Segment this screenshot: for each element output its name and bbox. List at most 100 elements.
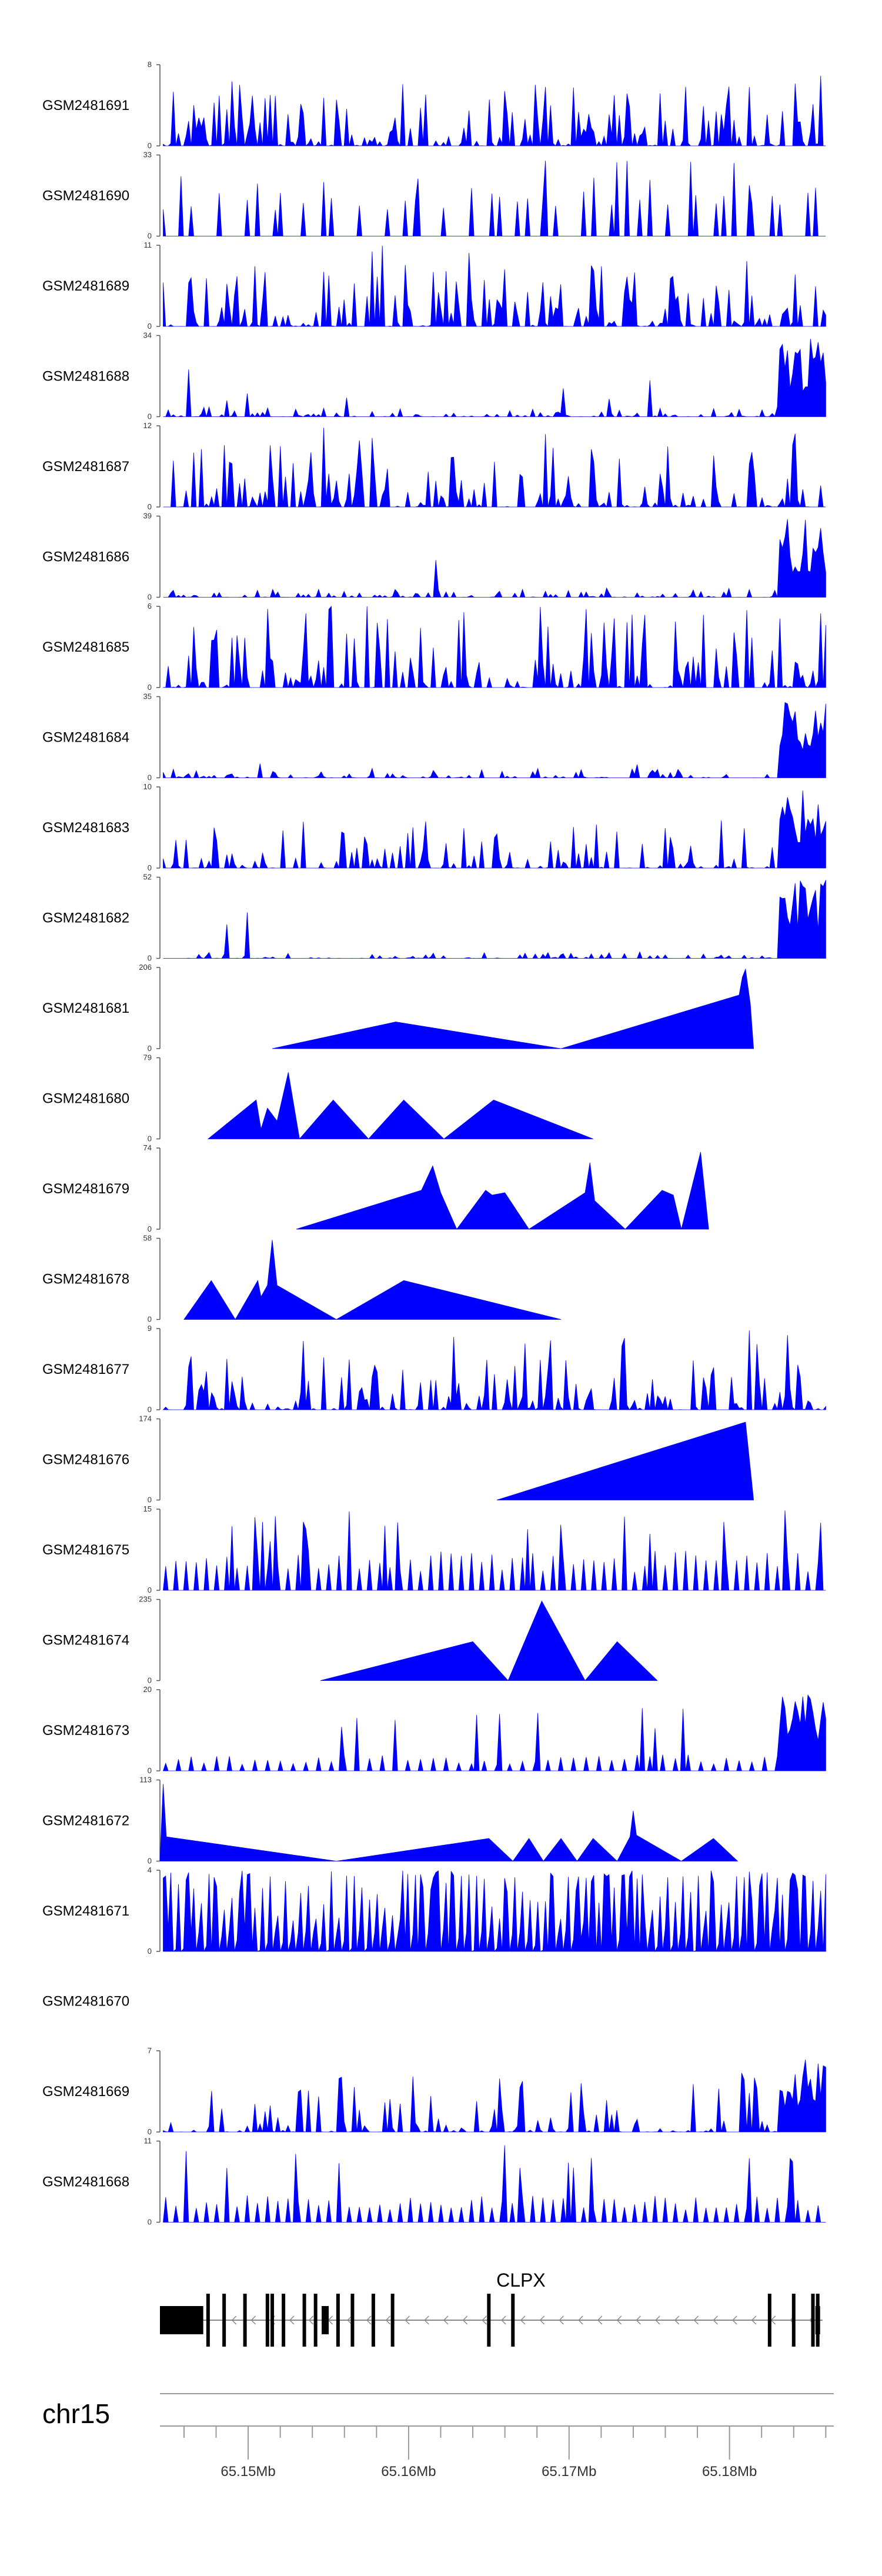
coverage-area <box>163 1870 826 1953</box>
coverage-area <box>207 1072 593 1140</box>
strand-arrow <box>501 2315 506 2325</box>
coverage-area <box>162 1694 826 1771</box>
gene-exon <box>302 2294 306 2347</box>
coverage-track: GSM2481686 39 0 <box>42 512 826 602</box>
coverage-area <box>296 1152 709 1230</box>
gene-exon <box>282 2294 286 2347</box>
track-label: GSM2481680 <box>42 1091 129 1107</box>
strand-arrow <box>559 2315 564 2325</box>
track-y-max-label: 6 <box>148 602 152 610</box>
track-y-zero-label: 0 <box>148 1766 152 1775</box>
track-label: GSM2481689 <box>42 278 129 294</box>
strand-arrow <box>520 2315 526 2325</box>
track-label: GSM2481668 <box>42 2174 129 2190</box>
coverage-track: GSM2481679 74 0 <box>42 1143 709 1233</box>
coverage-track: GSM2481671 4 0 <box>42 1866 826 1956</box>
coverage-track: GSM2481687 12 0 <box>42 421 826 511</box>
track-y-max-label: 174 <box>139 1414 152 1423</box>
strand-arrow <box>578 2315 583 2325</box>
coverage-track: GSM2481673 20 0 <box>42 1685 826 1775</box>
strand-arrow <box>616 2315 622 2325</box>
coverage-track: GSM2481680 79 0 <box>42 1053 593 1143</box>
track-y-zero-label: 0 <box>148 141 152 150</box>
track-label: GSM2481671 <box>42 1903 129 1919</box>
strand-arrow <box>308 2315 314 2325</box>
coverage-track: GSM2481684 35 0 <box>42 692 826 782</box>
track-label: GSM2481673 <box>42 1723 129 1739</box>
coverage-track: GSM2481682 52 0 <box>42 873 826 963</box>
strand-arrow <box>385 2315 391 2325</box>
track-y-max-label: 12 <box>143 421 152 430</box>
gene-exon <box>811 2294 815 2347</box>
track-y-max-label: 4 <box>148 1866 152 1874</box>
genome-axis-tick-label: 65.18Mb <box>702 2464 757 2480</box>
track-y-zero-label: 0 <box>148 232 152 241</box>
track-y-max-label: 11 <box>144 2137 152 2145</box>
strand-arrow <box>636 2315 641 2325</box>
strand-arrow <box>289 2315 295 2325</box>
coverage-area <box>183 1240 562 1320</box>
track-y-max-label: 7 <box>148 2046 152 2055</box>
track-y-max-label: 34 <box>143 331 152 340</box>
track-label: GSM2481672 <box>42 1813 129 1829</box>
track-y-max-label: 206 <box>139 963 152 972</box>
track-y-zero-label: 0 <box>148 2218 152 2227</box>
coverage-track: GSM2481670 <box>42 1994 129 2010</box>
coverage-track: GSM2481685 6 0 <box>42 602 826 692</box>
strand-arrow <box>539 2315 545 2325</box>
coverage-track: GSM2481675 15 0 <box>42 1504 826 1594</box>
track-label: GSM2481674 <box>42 1633 129 1649</box>
track-y-zero-label: 0 <box>148 1315 152 1324</box>
track-y-max-label: 33 <box>143 151 152 159</box>
track-y-max-label: 52 <box>143 873 152 882</box>
gene-exon <box>791 2294 796 2347</box>
gene-exon <box>767 2294 771 2347</box>
track-label: GSM2481670 <box>42 1994 129 2010</box>
strand-arrow <box>693 2315 699 2325</box>
gene-exon <box>371 2294 375 2347</box>
track-label: GSM2481677 <box>42 1362 129 1377</box>
track-label: GSM2481675 <box>42 1542 129 1558</box>
track-y-zero-label: 0 <box>148 412 152 421</box>
gene-exon <box>322 2306 329 2334</box>
gene-utr-block <box>160 2306 203 2334</box>
coverage-track: GSM2481669 7 0 <box>42 2046 826 2136</box>
strand-arrow <box>732 2315 737 2325</box>
coverage-area <box>163 1510 826 1591</box>
gene-exon <box>270 2294 274 2347</box>
genome-axis-tick-label: 65.16Mb <box>381 2464 436 2480</box>
coverage-area <box>496 1422 754 1500</box>
track-y-max-label: 15 <box>143 1504 152 1513</box>
track-label: GSM2481669 <box>42 2084 129 2100</box>
strand-arrow <box>482 2315 487 2325</box>
coverage-track: GSM2481681 206 0 <box>42 963 754 1053</box>
gene-exon <box>511 2294 515 2347</box>
track-y-max-label: 9 <box>148 1324 152 1333</box>
strand-arrow <box>462 2315 468 2325</box>
coverage-area <box>163 880 826 959</box>
track-y-max-label: 11 <box>144 241 152 249</box>
track-y-zero-label: 0 <box>148 502 152 511</box>
track-label: GSM2481678 <box>42 1272 129 1287</box>
chromosome-label: chr15 <box>42 2398 110 2429</box>
coverage-area <box>320 1600 658 1681</box>
coverage-area <box>163 428 826 508</box>
coverage-area <box>159 1784 739 1862</box>
coverage-area <box>162 1330 826 1411</box>
track-label: GSM2481684 <box>42 730 129 746</box>
coverage-track: GSM2481674 235 0 <box>42 1595 658 1685</box>
coverage-area <box>163 2060 826 2133</box>
coverage-tracks: GSM248169180GSM2481690330GSM2481689110GS… <box>42 60 826 2227</box>
track-y-max-label: 74 <box>143 1143 152 1152</box>
coverage-track: GSM2481689 11 0 <box>42 241 826 331</box>
track-y-zero-label: 0 <box>148 1405 152 1414</box>
gene-exon <box>336 2294 340 2347</box>
track-y-max-label: 10 <box>143 782 152 791</box>
coverage-area <box>272 968 754 1049</box>
track-y-max-label: 39 <box>143 512 152 520</box>
coverage-area <box>163 75 826 147</box>
track-y-max-label: 58 <box>143 1234 152 1243</box>
genome-axis-tick-label: 65.15Mb <box>220 2464 275 2480</box>
track-y-max-label: 20 <box>143 1685 152 1694</box>
track-y-zero-label: 0 <box>148 593 152 602</box>
